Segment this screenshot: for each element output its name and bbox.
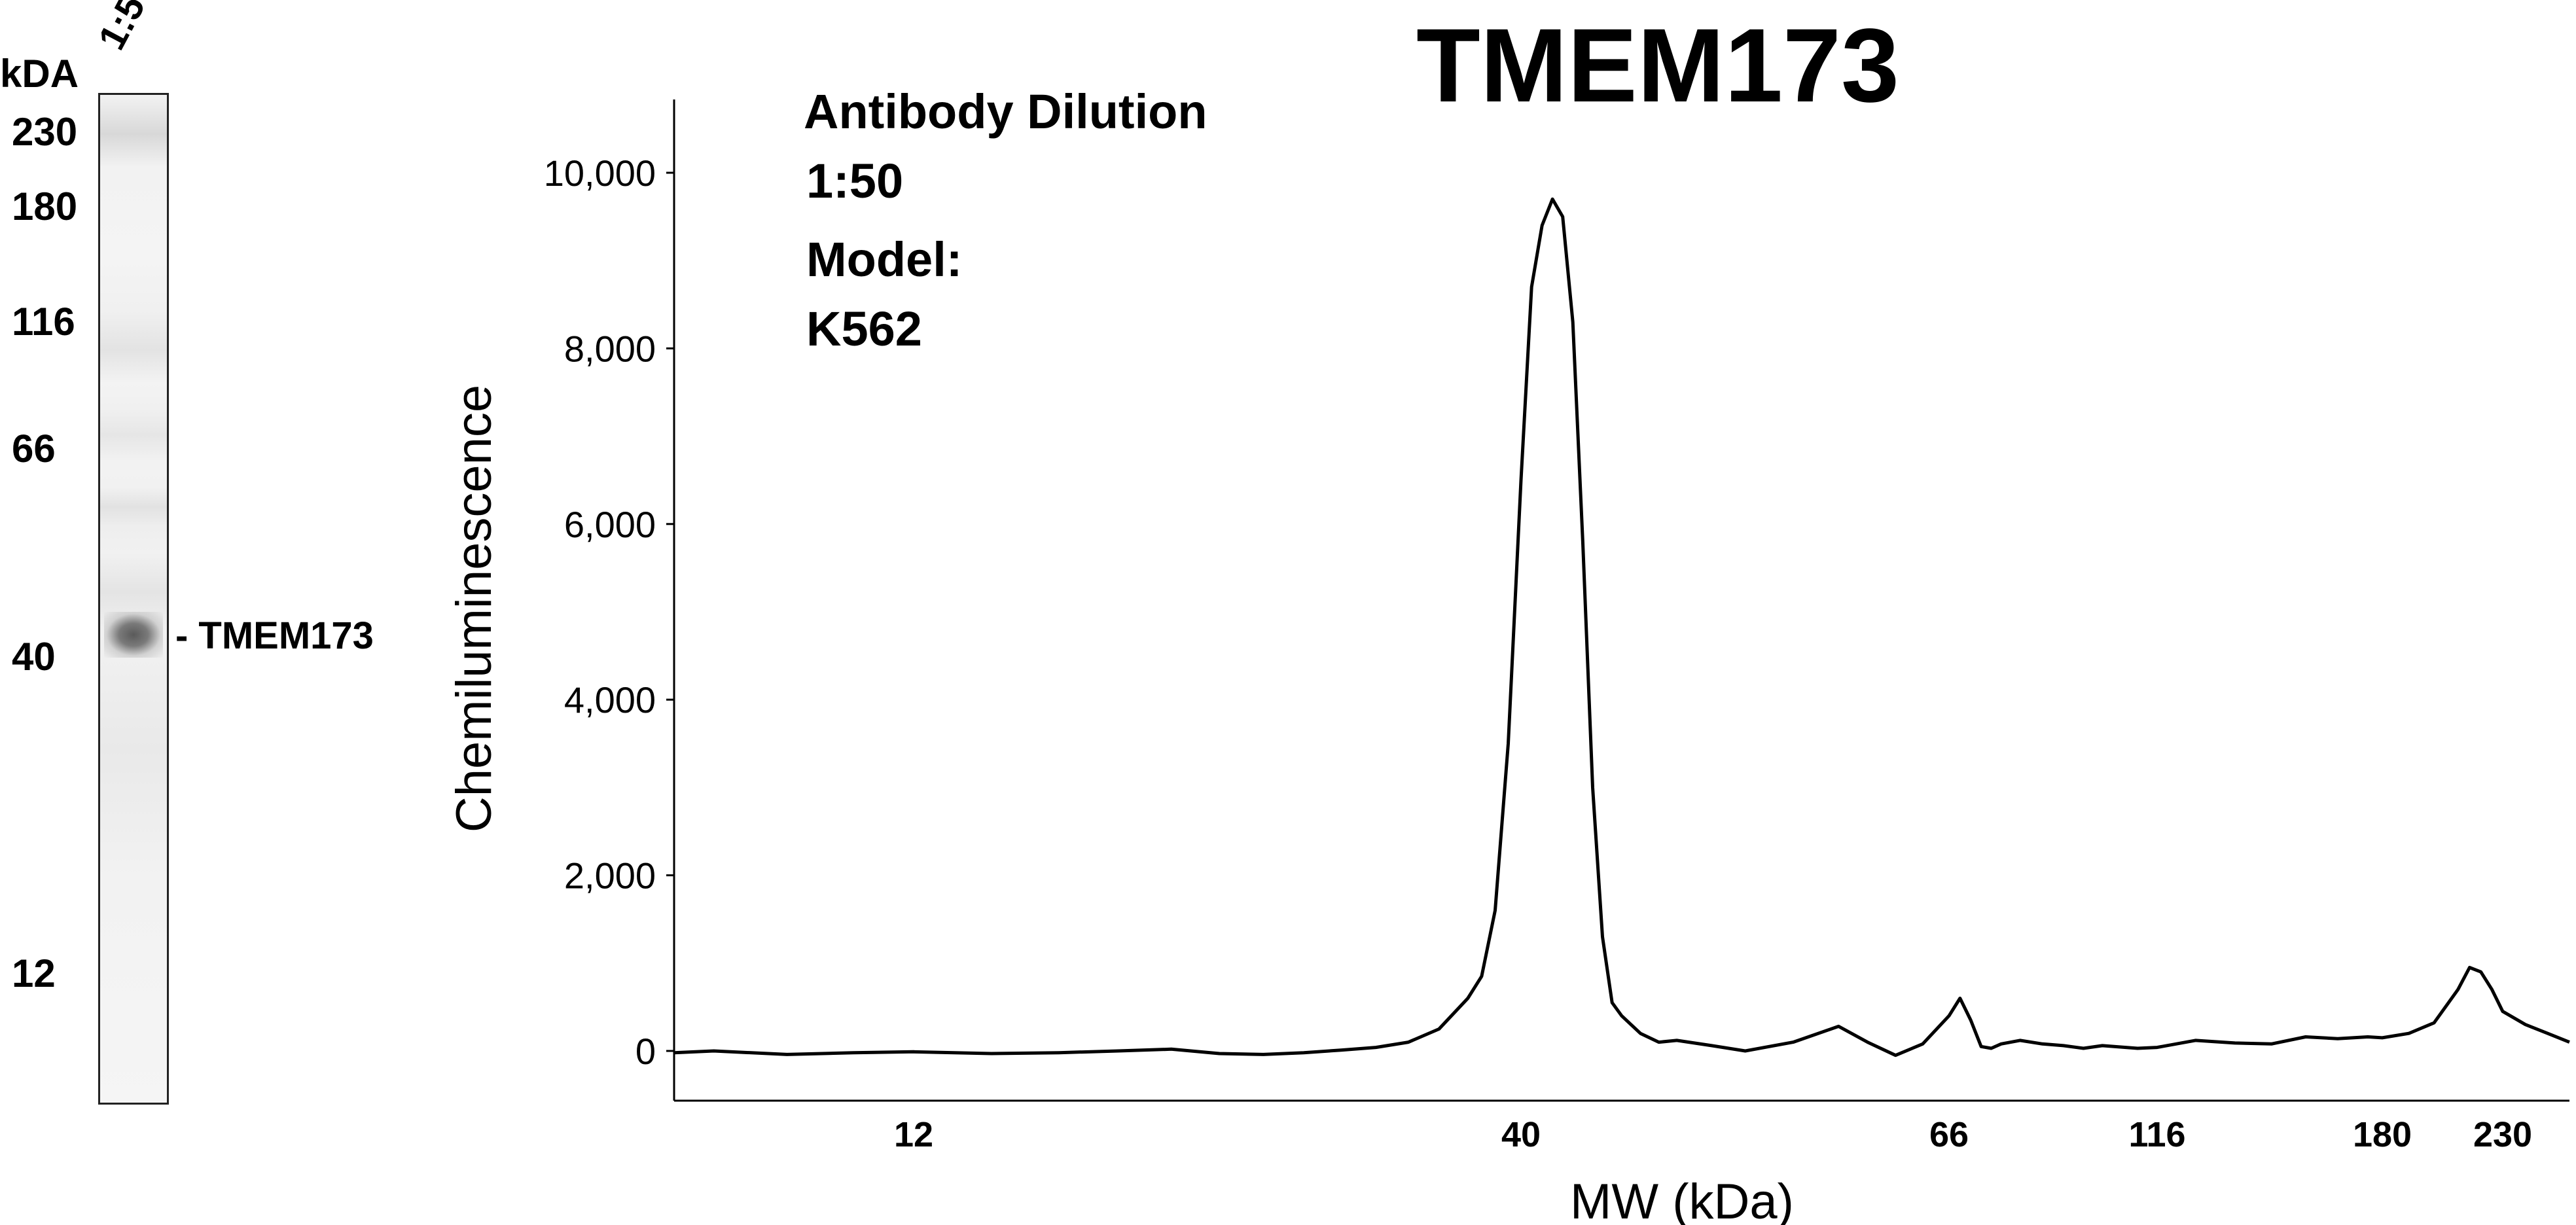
blot-marker-12: 12	[12, 951, 56, 995]
x-tick-label: 12	[894, 1115, 933, 1154]
y-tick-label: 4,000	[564, 679, 656, 720]
y-tick-label: 10,000	[544, 152, 656, 194]
y-tick-label: 2,000	[564, 855, 656, 897]
blot-marker-116: 116	[12, 300, 75, 344]
x-tick-label: 66	[1929, 1115, 1969, 1154]
y-tick-label: 8,000	[564, 328, 656, 369]
blot-marker-40: 40	[12, 635, 56, 679]
x-axis-title: MW (kDa)	[1570, 1174, 1794, 1225]
y-tick-label: 6,000	[564, 504, 656, 545]
blot-lane	[98, 93, 169, 1105]
tmem173-band	[104, 612, 163, 658]
y-axis-title: Chemiluminescence	[446, 385, 502, 832]
annotation-model-value: K562	[806, 302, 922, 356]
x-tick-label: 180	[2353, 1115, 2412, 1154]
band-label: - TMEM173	[175, 614, 374, 657]
x-tick-label: 116	[2128, 1115, 2185, 1154]
annotation-dilution-value: 1:50	[806, 154, 903, 208]
blot-panel: kDA 1:50 230 180 116 66 40 12 - TMEM173	[0, 0, 432, 1225]
y-ticks: 0 2,000 4,000 6,000 8,000 10,000	[544, 152, 674, 1072]
blot-marker-180: 180	[12, 185, 78, 228]
x-ticks: 12 40 66 116 180 230	[894, 1115, 2532, 1154]
y-tick-label: 0	[635, 1031, 656, 1072]
chart-title: TMEM173	[1416, 7, 1899, 124]
kda-unit-header: kDA	[0, 52, 79, 96]
x-tick-label: 40	[1501, 1115, 1541, 1154]
blot-marker-230: 230	[12, 110, 78, 154]
blot-marker-66: 66	[12, 427, 56, 470]
annotation-model-label: Model:	[806, 232, 962, 287]
annotation-antibody-dilution: Antibody Dilution	[804, 84, 1208, 139]
chart-axes	[673, 99, 2569, 1102]
x-tick-label: 230	[2473, 1115, 2532, 1154]
chemiluminescence-trace	[673, 197, 2570, 1057]
